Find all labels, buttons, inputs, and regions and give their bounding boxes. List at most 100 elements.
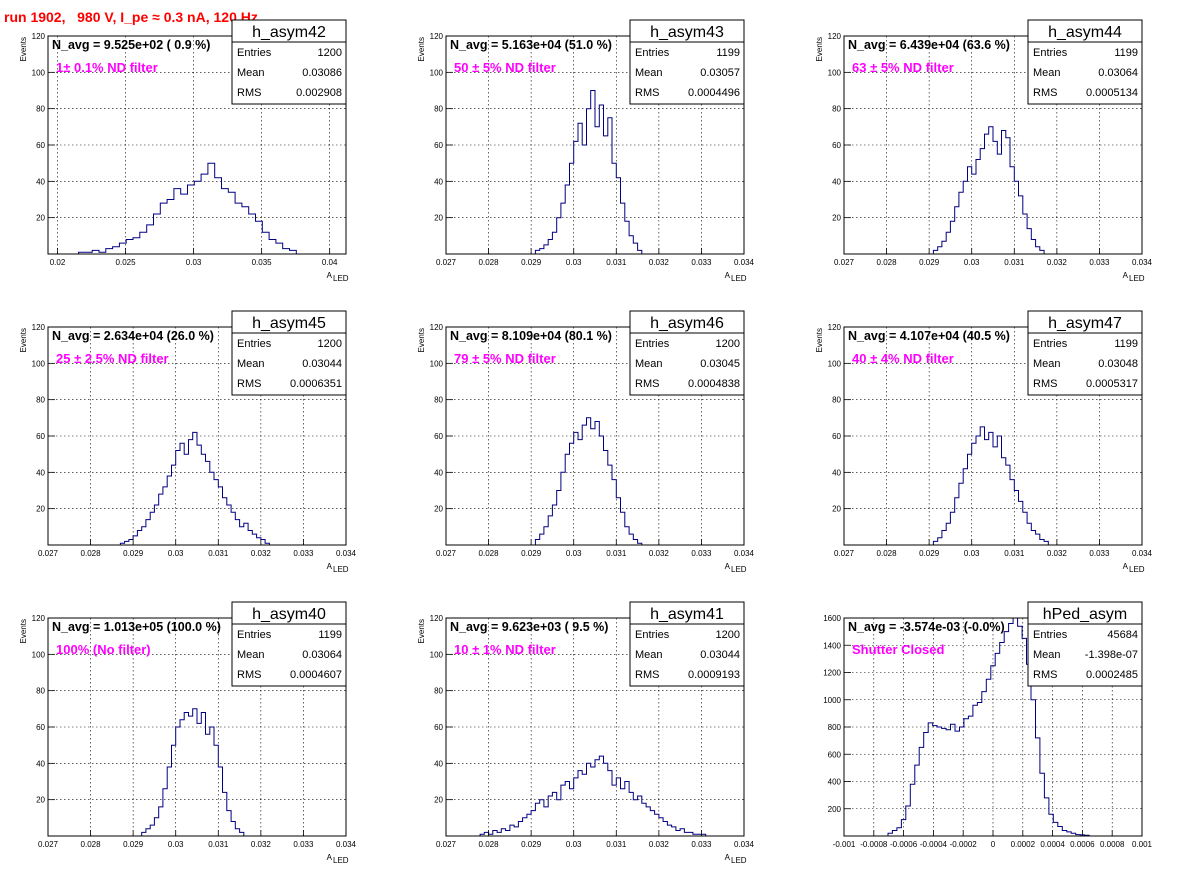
- x-tick-label: 0: [991, 840, 996, 849]
- stats-value-entries: 1200: [318, 47, 342, 59]
- x-tick-label: 0.001: [1132, 840, 1153, 849]
- y-axis-title: Events: [815, 37, 824, 61]
- x-tick-label: 0.028: [81, 549, 102, 558]
- x-tick-label: 0.029: [521, 840, 542, 849]
- stats-label-mean: Mean: [1033, 358, 1061, 370]
- n-avg-annotation: N_avg = 9.525e+02 ( 0.9 %): [52, 38, 210, 52]
- x-tick-label: 0.034: [1132, 549, 1153, 558]
- x-tick-label: 0.032: [1047, 258, 1068, 267]
- x-tick-label: 0.031: [606, 549, 627, 558]
- x-axis-title: A: [725, 853, 731, 862]
- y-tick-label: 20: [434, 796, 443, 805]
- stats-box: [231, 310, 347, 396]
- x-tick-label: 0.034: [336, 840, 357, 849]
- y-tick-label: 20: [36, 796, 45, 805]
- x-tick-label: 0.03: [168, 840, 184, 849]
- stats-value-entries: 1199: [1114, 338, 1138, 350]
- x-tick-label: 0.031: [606, 258, 627, 267]
- y-tick-label: 120: [430, 614, 444, 623]
- stats-label-rms: RMS: [1033, 378, 1057, 390]
- x-axis-title-subscript: LED: [333, 565, 349, 574]
- y-tick-label: 40: [434, 468, 443, 477]
- filter-label: Shutter Closed: [852, 642, 945, 657]
- x-axis-title: A: [1123, 271, 1129, 280]
- filter-label: 79 ± 5% ND filter: [454, 351, 556, 366]
- stats-box: [629, 601, 745, 687]
- histogram-name: h_asym45: [252, 315, 326, 332]
- x-axis-title-subscript: LED: [333, 856, 349, 865]
- histogram-name: h_asym47: [1048, 315, 1122, 332]
- y-tick-label: 60: [832, 432, 841, 441]
- stats-value-mean: 0.03044: [302, 358, 342, 370]
- stats-label-mean: Mean: [237, 358, 265, 370]
- stats-label-mean: Mean: [1033, 67, 1061, 79]
- x-tick-label: 0.02: [50, 258, 66, 267]
- y-tick-label: 80: [434, 396, 443, 405]
- y-tick-label: 100: [32, 359, 46, 368]
- y-tick-label: 40: [434, 759, 443, 768]
- n-avg-annotation: N_avg = 4.107e+04 (40.5 %): [848, 329, 1010, 343]
- y-tick-label: 1600: [823, 614, 841, 623]
- stats-value-rms: 0.0006351: [290, 378, 342, 390]
- y-axis-title: Events: [417, 328, 426, 352]
- stats-label-mean: Mean: [1033, 649, 1061, 661]
- stats-label-rms: RMS: [237, 378, 261, 390]
- stats-value-rms: 0.0005134: [1086, 87, 1138, 99]
- stats-label-mean: Mean: [237, 67, 265, 79]
- y-tick-label: 1400: [823, 641, 841, 650]
- y-tick-label: 40: [832, 468, 841, 477]
- n-avg-annotation: N_avg = 8.109e+04 (80.1 %): [450, 329, 612, 343]
- histogram-series: [119, 431, 270, 545]
- y-tick-label: 60: [36, 432, 45, 441]
- histogram-panel-h_asym46: 0.027 0.028 0.029 0.03 0.031 0.032 0.033 0.034 2…: [417, 310, 755, 574]
- x-tick-label: 0.029: [919, 258, 940, 267]
- histogram-series: [932, 126, 1045, 254]
- y-tick-label: 80: [832, 105, 841, 114]
- x-tick-label: 0.0008: [1100, 840, 1125, 849]
- x-axis-title-subscript: LED: [1129, 565, 1145, 574]
- y-tick-label: 60: [36, 723, 45, 732]
- filter-label: 1± 0.1% ND filter: [56, 60, 158, 75]
- stats-label-entries: Entries: [635, 47, 670, 59]
- x-tick-label: -0.0006: [890, 840, 918, 849]
- x-axis-title-subscript: LED: [333, 274, 349, 283]
- y-tick-label: 100: [32, 650, 46, 659]
- x-tick-label: 0.0002: [1011, 840, 1036, 849]
- stats-label-entries: Entries: [635, 338, 670, 350]
- histogram-series: [932, 426, 1049, 545]
- x-tick-label: 0.033: [293, 840, 314, 849]
- y-tick-label: 400: [828, 778, 842, 787]
- y-tick-label: 800: [828, 723, 842, 732]
- stats-label-entries: Entries: [1033, 338, 1068, 350]
- x-tick-label: 0.028: [81, 840, 102, 849]
- y-tick-label: 80: [36, 105, 45, 114]
- x-tick-label: 0.034: [1132, 258, 1153, 267]
- y-tick-label: 80: [434, 105, 443, 114]
- histogram-panel-h_asym43: 0.027 0.028 0.029 0.03 0.031 0.032 0.033 0.034 2…: [417, 19, 755, 283]
- stats-value-mean: 0.03064: [302, 649, 342, 661]
- x-tick-label: 0.029: [123, 549, 144, 558]
- stats-label-rms: RMS: [635, 87, 659, 99]
- y-axis-title: Events: [19, 37, 28, 61]
- stats-value-rms: 0.002908: [296, 87, 342, 99]
- x-tick-label: -0.0002: [950, 840, 978, 849]
- y-tick-label: 80: [36, 396, 45, 405]
- histogram-panel-h_asym47: 0.027 0.028 0.029 0.03 0.031 0.032 0.033 0.034 2…: [815, 310, 1153, 574]
- stats-value-entries: 1200: [318, 338, 342, 350]
- stats-box: [629, 19, 745, 105]
- x-tick-label: 0.03: [964, 549, 980, 558]
- y-tick-label: 100: [828, 359, 842, 368]
- stats-label-rms: RMS: [237, 87, 261, 99]
- y-tick-label: 40: [832, 177, 841, 186]
- n-avg-annotation: N_avg = 1.013e+05 (100.0 %): [52, 620, 221, 634]
- x-tick-label: 0.031: [1004, 258, 1025, 267]
- y-tick-label: 60: [832, 141, 841, 150]
- x-tick-label: 0.032: [649, 840, 670, 849]
- x-tick-label: 0.027: [38, 549, 59, 558]
- stats-label-mean: Mean: [635, 67, 663, 79]
- stats-label-rms: RMS: [1033, 87, 1057, 99]
- x-tick-label: 0.03: [566, 549, 582, 558]
- y-tick-label: 40: [36, 177, 45, 186]
- x-tick-label: 0.04: [322, 258, 338, 267]
- stats-label-entries: Entries: [1033, 47, 1068, 59]
